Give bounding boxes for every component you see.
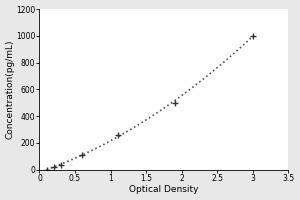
Y-axis label: Concentration(pg/mL): Concentration(pg/mL)	[6, 40, 15, 139]
X-axis label: Optical Density: Optical Density	[129, 185, 199, 194]
